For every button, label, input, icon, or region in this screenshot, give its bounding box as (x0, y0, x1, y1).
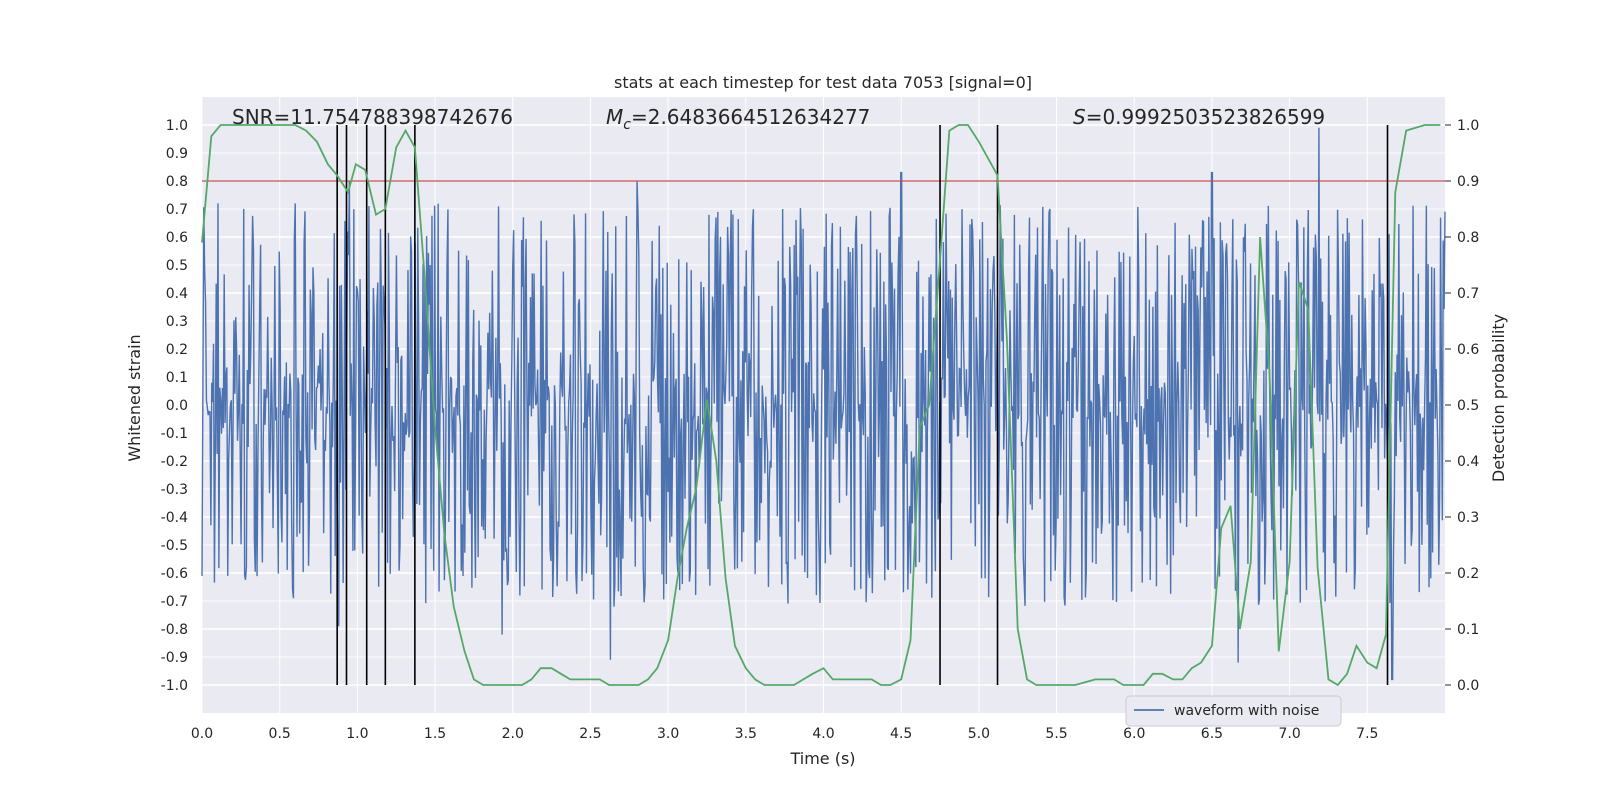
x-tick-label: 0.0 (191, 726, 213, 742)
x-tick-label: 6.5 (1201, 726, 1223, 742)
y-tick-label: -0.7 (161, 594, 188, 610)
y-axis-label: Whitened strain (125, 334, 144, 461)
y2-tick-label: 1.0 (1457, 118, 1479, 134)
y-tick-label: -0.5 (161, 538, 188, 554)
vertical-markers (336, 125, 1389, 685)
y-tick-label: -0.4 (161, 510, 188, 526)
s-value: =0.9992503523826599 (1086, 105, 1325, 129)
y-tick-label: 0.2 (166, 342, 188, 358)
x-tick-label: 4.0 (812, 726, 834, 742)
y-tick-label: -1.0 (161, 678, 188, 694)
x-tick-label: 2.0 (502, 726, 524, 742)
y-tick-label: 0.3 (166, 314, 188, 330)
x-tick-label: 3.5 (735, 726, 757, 742)
legend-entry-waveform: waveform with noise (1174, 703, 1319, 719)
y-tick-label: -0.3 (161, 482, 188, 498)
y2-tick-label: 0.8 (1457, 230, 1479, 246)
legend-box (1125, 695, 1342, 727)
x-axis-label: Time (s) (789, 749, 855, 768)
y2-tick-label: 0.2 (1457, 566, 1479, 582)
y-tick-label: 0.6 (166, 230, 188, 246)
y-tick-label: 0.7 (166, 202, 188, 218)
detection-probability-series (201, 124, 1441, 687)
snr-annotation: SNR=11.754788398742676 (232, 105, 513, 129)
y2-tick-label: 0.4 (1457, 454, 1479, 470)
y-tick-label: -0.8 (161, 622, 188, 638)
x-tick-label: 1.0 (346, 726, 368, 742)
y-tick-label: 0.1 (166, 370, 188, 386)
y-tick-label: 0.5 (166, 258, 188, 274)
y2-axis-label: Detection probability (1489, 314, 1508, 482)
waveform-line (201, 127, 1446, 681)
y-tick-label: 0.4 (166, 286, 188, 302)
s-symbol: S (1073, 105, 1086, 129)
x-tick-label: 1.5 (424, 726, 446, 742)
y2-tick-label: 0.3 (1457, 510, 1479, 526)
chart-title: stats at each timestep for test data 705… (614, 73, 1032, 92)
legend: waveform with noise (1125, 695, 1342, 727)
y-tick-label: 0.0 (166, 398, 188, 414)
y-tick-label: 0.9 (166, 146, 188, 162)
x-tick-label: 7.0 (1278, 726, 1300, 742)
y2-tick-label: 0.6 (1457, 342, 1479, 358)
probability-line (201, 124, 1441, 687)
x-tick-label: 7.5 (1356, 726, 1378, 742)
y2-tick-label: 0.5 (1457, 398, 1479, 414)
y-axis-ticks: 1.0 0.9 0.8 0.7 0.6 0.5 0.4 0.3 0.2 0.1 0.0 -0.1 -0.… (161, 118, 188, 694)
x-tick-label: 5.0 (968, 726, 990, 742)
x-tick-label: 5.5 (1045, 726, 1067, 742)
chirp-mass-annotation: Mc=2.6483664512634277 (606, 105, 870, 133)
y2-axis-ticks: 1.0 0.9 0.8 0.7 0.6 0.5 0.4 0.3 0.2 0.1 0.0 (1445, 118, 1479, 694)
x-tick-label: 6.0 (1123, 726, 1145, 742)
y-tick-label: -0.1 (161, 426, 188, 442)
y-tick-label: 1.0 (166, 118, 188, 134)
y-tick-label: -0.9 (161, 650, 188, 666)
y-tick-label: -0.2 (161, 454, 188, 470)
chirp-mass-subscript: c (623, 117, 631, 133)
x-tick-label: 0.5 (269, 726, 291, 742)
s-annotation: S=0.9992503523826599 (1073, 105, 1325, 129)
x-axis-ticks: 0.0 0.5 1.0 1.5 2.0 2.5 3.0 3.5 4.0 4.5 5.0 5.5 6.0 6… (191, 726, 1379, 742)
x-tick-label: 2.5 (579, 726, 601, 742)
y-tick-label: 0.8 (166, 174, 188, 190)
chirp-mass-value: =2.6483664512634277 (631, 105, 870, 129)
y-tick-label: -0.6 (161, 566, 188, 582)
chirp-mass-symbol: M (606, 105, 623, 129)
y2-tick-label: 0.9 (1457, 174, 1479, 190)
y2-tick-label: 0.1 (1457, 622, 1479, 638)
x-tick-label: 3.0 (657, 726, 679, 742)
x-tick-label: 4.5 (890, 726, 912, 742)
waveform-series (201, 127, 1446, 681)
y2-tick-label: 0.7 (1457, 286, 1479, 302)
y2-tick-label: 0.0 (1457, 678, 1479, 694)
